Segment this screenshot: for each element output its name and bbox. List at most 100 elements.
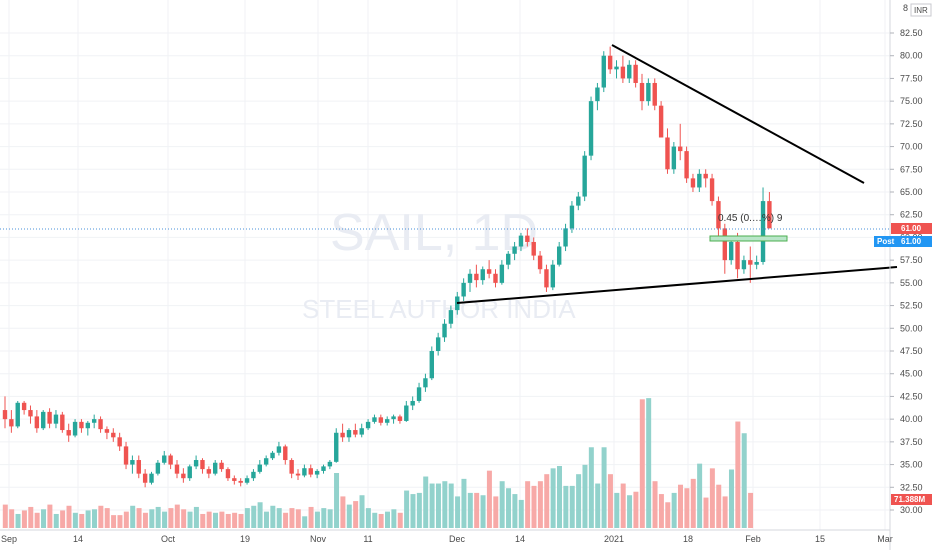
- volume-bar: [429, 483, 435, 528]
- symbol-watermark: SAIL, 1D: [330, 204, 538, 262]
- candle-body: [302, 468, 307, 476]
- time-tick-label: 14: [73, 534, 83, 544]
- volume-bar: [232, 512, 238, 528]
- volume-bars: [2, 398, 754, 528]
- volume-bar: [149, 509, 155, 528]
- price-axis[interactable]: 30.00 32.50 35.00 37.50 40.00 42.50 45.00 47.50…: [890, 28, 923, 515]
- candle-body: [327, 461, 333, 467]
- volume-bar: [327, 509, 333, 528]
- candle-body: [627, 64, 632, 79]
- candle-body: [187, 466, 192, 479]
- volume-bar: [385, 511, 390, 528]
- candle-body: [289, 460, 294, 474]
- candle-body: [193, 460, 199, 467]
- volume-bar: [684, 488, 690, 528]
- candle-body: [53, 414, 59, 424]
- price-tick-label: 57.50: [900, 255, 923, 265]
- time-tick-label: 15: [815, 534, 825, 544]
- candle-body: [79, 421, 84, 429]
- candle-body: [72, 421, 78, 436]
- volume-bar: [486, 470, 492, 528]
- volume-bar: [219, 511, 225, 528]
- candle-body: [238, 480, 243, 483]
- candle-body: [359, 428, 364, 435]
- time-tick-label: Sep: [1, 534, 17, 544]
- volume-bar: [314, 511, 320, 528]
- volume-bar: [614, 492, 620, 528]
- candle-body: [748, 260, 753, 265]
- candle-body: [391, 416, 396, 420]
- volume-bar: [9, 509, 15, 528]
- volume-bar: [588, 447, 594, 528]
- price-tick-label: 62.50: [900, 210, 923, 220]
- volume-bar: [703, 497, 709, 528]
- candle-body: [429, 351, 434, 379]
- candle-body: [646, 82, 651, 102]
- candle-body: [244, 478, 250, 483]
- candle-body: [690, 178, 696, 188]
- candle-body: [263, 458, 269, 465]
- candle-body: [365, 421, 371, 429]
- candle-body: [556, 246, 562, 265]
- volume-bar: [525, 481, 531, 528]
- volume-bar: [79, 513, 85, 528]
- volume-bar: [28, 506, 34, 528]
- candle-body: [98, 419, 103, 430]
- candle-body: [531, 241, 536, 256]
- volume-bar: [748, 492, 754, 528]
- volume-bar: [563, 485, 569, 528]
- volume-bar: [302, 516, 308, 528]
- candle-body: [760, 201, 766, 262]
- candle-body: [334, 432, 339, 462]
- candle-body: [499, 264, 505, 283]
- candle-body: [28, 410, 33, 417]
- volume-bar: [334, 473, 340, 528]
- price-tick-label: 80.00: [900, 51, 923, 61]
- time-axis[interactable]: Sep 14 Oct 19 Nov 11 Dec 14 2021 18 Feb 15 Mar: [0, 529, 893, 544]
- candle-body: [385, 419, 390, 423]
- candle-body: [493, 273, 498, 283]
- volume-bar: [550, 468, 556, 528]
- volume-bar: [518, 499, 524, 528]
- candle-body: [620, 66, 626, 79]
- volume-bar: [658, 494, 664, 528]
- price-tick-label: 47.50: [900, 346, 923, 356]
- candle-body: [308, 468, 313, 475]
- support-zone-box[interactable]: [709, 235, 788, 242]
- volume-bar: [665, 502, 671, 528]
- price-tick-label: 52.50: [900, 301, 923, 311]
- candle-body: [576, 196, 581, 206]
- candle-body: [340, 432, 345, 438]
- candle-body: [257, 464, 262, 472]
- candle-body: [697, 173, 702, 188]
- candle-body: [295, 473, 301, 476]
- volume-bar: [193, 506, 199, 528]
- candle-body: [2, 410, 8, 420]
- time-tick-label: 18: [683, 534, 693, 544]
- volume-bar: [213, 512, 219, 528]
- volume-bar: [353, 501, 359, 528]
- volume-bar: [735, 421, 741, 528]
- volume-bar: [633, 491, 639, 528]
- candle-body: [423, 378, 428, 388]
- time-tick-label: Oct: [161, 534, 176, 544]
- descending-trendline[interactable]: [611, 44, 865, 184]
- price-tick-label: 72.50: [900, 119, 923, 129]
- volume-bar: [512, 494, 518, 528]
- ascending-trendline[interactable]: [456, 266, 898, 304]
- candle-body: [270, 452, 275, 459]
- candle-body: [142, 473, 148, 483]
- candle-body: [232, 478, 237, 481]
- candle-body: [633, 64, 638, 83]
- volume-bar: [423, 476, 429, 528]
- volume-bar: [576, 474, 582, 528]
- volume-bar: [251, 505, 257, 528]
- price-tick-label: 37.50: [900, 437, 923, 447]
- volume-bar: [111, 515, 117, 528]
- volume-bar: [168, 508, 174, 528]
- volume-bar: [480, 495, 486, 528]
- volume-bar: [391, 509, 397, 528]
- price-tick-label: 42.50: [900, 391, 923, 401]
- candle-body: [461, 282, 466, 297]
